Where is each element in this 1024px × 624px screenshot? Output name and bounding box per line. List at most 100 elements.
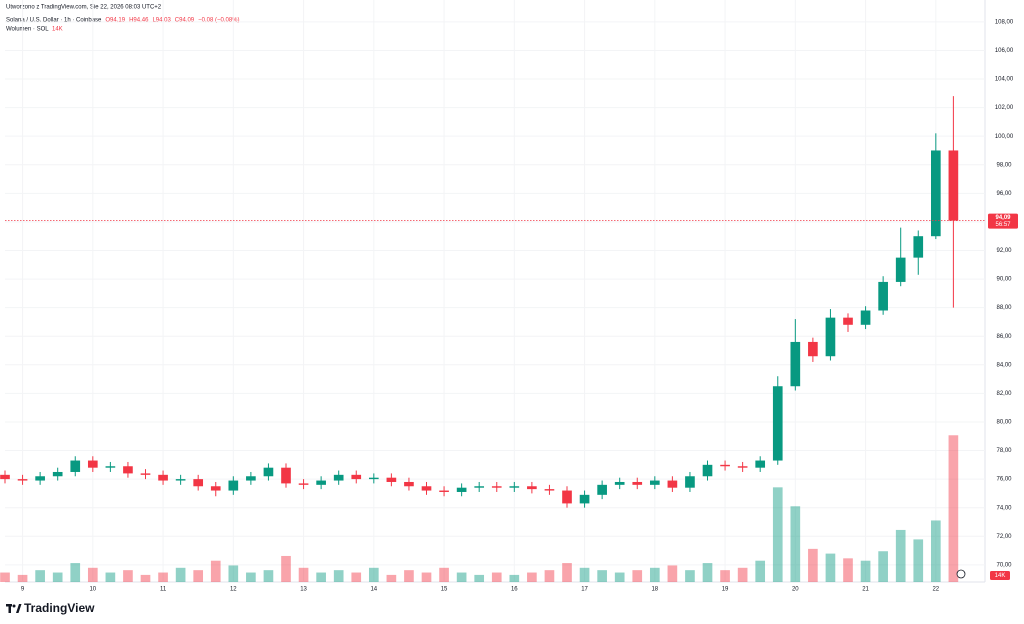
y-tick-label: 96,00: [996, 191, 1012, 197]
y-tick-label: 108,00: [995, 19, 1014, 25]
candle-body: [0, 474, 10, 480]
ohlc-legend-value: C94,09: [175, 18, 195, 24]
x-tick-label: 22: [932, 587, 939, 593]
volume-bar: [685, 570, 695, 582]
volume-bar: [895, 529, 906, 582]
candle-body: [474, 486, 485, 488]
volume-bar: [702, 563, 713, 582]
candle-body: [158, 474, 168, 481]
candle-body: [509, 486, 520, 488]
candle-body: [614, 481, 625, 485]
candle-body: [316, 480, 326, 485]
y-tick-label: 106,00: [995, 48, 1014, 54]
volume-bar: [930, 520, 941, 582]
countdown-label: 56:57: [995, 222, 1011, 228]
volume-bar: [667, 565, 678, 582]
volume-bar: [421, 572, 432, 582]
x-tick-label: 21: [862, 587, 869, 593]
volume-bar: [316, 572, 326, 582]
x-tick-label: 15: [441, 587, 448, 593]
candle-body: [737, 466, 748, 468]
volume-bar: [263, 570, 274, 582]
volume-bar: [632, 570, 643, 582]
y-tick-label: 102,00: [995, 105, 1014, 111]
volume-title: Wolumen · SOL: [6, 27, 49, 33]
volume-bar: [649, 567, 660, 582]
logo-icon: [8, 604, 11, 613]
logo-text: TradingView: [24, 601, 95, 615]
candle-body: [808, 341, 818, 357]
chart-title: Solana / U.S. Dollar · 1h · Coinbase: [6, 18, 102, 24]
volume-bar: [70, 563, 81, 582]
y-tick-label: 86,00: [996, 334, 1012, 340]
candle-body: [930, 150, 941, 237]
volume-bar: [351, 572, 362, 582]
y-tick-label: 74,00: [996, 505, 1012, 511]
x-tick-label: 17: [581, 587, 588, 593]
volume-bar: [491, 572, 502, 582]
ohlc-legend-value: H94,46: [129, 18, 149, 24]
volume-legend-value: 14K: [52, 27, 63, 33]
volume-bar: [87, 567, 98, 582]
volume-bar: [456, 572, 467, 582]
volume-bar: [210, 560, 221, 582]
candle-body: [193, 479, 204, 487]
candle-body: [351, 474, 362, 480]
candle-body: [597, 484, 607, 495]
x-tick-label: 11: [160, 587, 167, 593]
last-price-tag: [988, 213, 1018, 229]
candle-body: [860, 310, 871, 325]
candle-body: [649, 480, 660, 485]
candle-body: [386, 477, 397, 482]
volume-bar: [228, 565, 239, 582]
volume-bar: [158, 572, 168, 582]
y-tick-label: 98,00: [996, 162, 1012, 168]
x-tick-label: 18: [651, 587, 658, 593]
candle-body: [491, 486, 502, 488]
volume-bar: [281, 555, 291, 582]
y-tick-label: 100,00: [995, 134, 1014, 140]
volume-bar: [825, 553, 836, 582]
logo: TradingView: [6, 601, 95, 615]
x-tick-label: 16: [511, 587, 518, 593]
candle-body: [140, 473, 151, 475]
y-tick-label: 72,00: [996, 534, 1012, 540]
volume-bar: [948, 435, 959, 582]
candle-body: [632, 481, 643, 485]
candle-body: [878, 281, 888, 311]
candle-body: [755, 460, 766, 468]
candle-body: [456, 487, 467, 492]
candle-body: [175, 479, 186, 481]
x-tick-label: 14: [370, 587, 377, 593]
y-tick-label: 90,00: [996, 277, 1012, 283]
candle-body: [298, 483, 309, 485]
volume-bar: [35, 570, 45, 582]
candle-body: [702, 464, 713, 477]
candle-body: [368, 477, 379, 480]
volume-bar: [913, 539, 924, 582]
ohlc-legend-value: O94,19: [105, 18, 125, 24]
y-tick-label: 104,00: [995, 77, 1014, 83]
y-tick-label: 70,00: [996, 562, 1012, 568]
x-tick-label: 13: [300, 587, 307, 593]
candle-body: [579, 494, 590, 504]
candle-body: [527, 486, 537, 490]
candle-body: [123, 466, 133, 474]
volume-bar: [772, 487, 783, 582]
last-price-label: 94,09: [995, 215, 1011, 221]
volume-bar: [527, 572, 537, 582]
x-tick-label: 19: [722, 587, 729, 593]
y-tick-label: 82,00: [996, 391, 1012, 397]
candle-body: [720, 464, 730, 467]
volume-bar: [368, 567, 379, 582]
x-tick-label: 9: [21, 587, 25, 593]
volume-bar: [439, 567, 449, 582]
volume-bar: [175, 567, 186, 582]
candle-body: [52, 471, 63, 477]
candle-body: [772, 386, 783, 461]
volume-bar: [808, 548, 818, 582]
candle-body: [843, 317, 853, 325]
